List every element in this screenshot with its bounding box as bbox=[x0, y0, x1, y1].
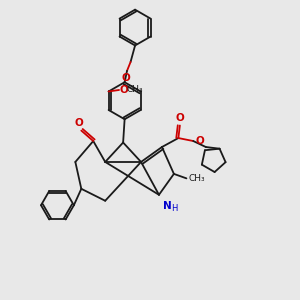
Text: O: O bbox=[122, 73, 130, 83]
Text: CH₃: CH₃ bbox=[189, 175, 206, 184]
Text: CH₃: CH₃ bbox=[127, 85, 143, 94]
Text: O: O bbox=[75, 118, 83, 128]
Text: N: N bbox=[164, 201, 172, 211]
Text: H: H bbox=[172, 204, 178, 213]
Text: O: O bbox=[120, 85, 129, 95]
Text: O: O bbox=[196, 136, 204, 146]
Text: O: O bbox=[176, 112, 184, 122]
